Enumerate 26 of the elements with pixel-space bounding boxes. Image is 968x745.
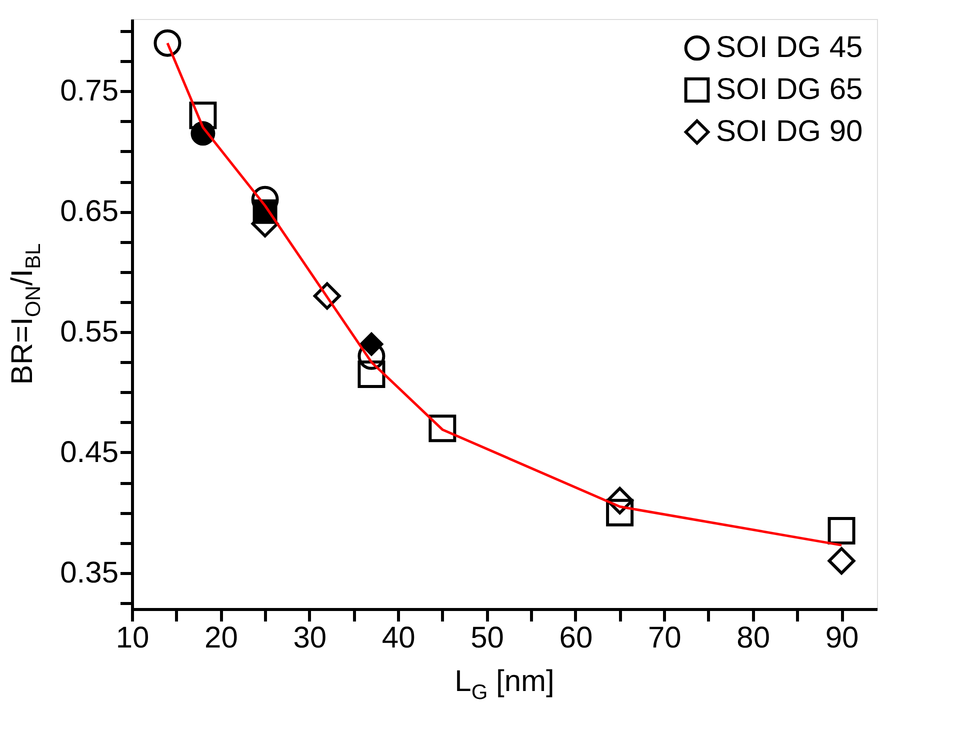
x-tick-label: 70 xyxy=(648,622,682,654)
x-tick-label: 30 xyxy=(293,622,327,654)
point xyxy=(606,498,634,526)
point xyxy=(828,547,856,575)
y-axis-title: BR=ION/IBL xyxy=(6,243,45,385)
point xyxy=(154,29,182,57)
x-tick-label: 40 xyxy=(382,622,416,654)
y-tick-label: 0.65 xyxy=(60,195,118,228)
x-tick-label: 50 xyxy=(470,622,504,654)
y-tick-label: 0.35 xyxy=(60,556,118,590)
x-tick-label: 20 xyxy=(204,622,238,654)
y-tick-label: 0.55 xyxy=(60,316,118,349)
x-tick-label: 60 xyxy=(559,622,593,654)
point xyxy=(313,282,341,310)
point xyxy=(428,414,456,442)
point xyxy=(359,332,384,356)
x-tick-label: 90 xyxy=(825,622,859,654)
point xyxy=(358,360,386,388)
y-tick-label: 0.75 xyxy=(60,74,118,108)
legend-label: SOI DG 65 xyxy=(716,73,863,106)
y-tick-label: 0.45 xyxy=(60,436,118,469)
x-tick-label: 10 xyxy=(116,622,150,654)
x-tick-label: 80 xyxy=(736,622,770,654)
point xyxy=(828,516,856,544)
legend-label: SOI DG 90 xyxy=(716,115,863,148)
legend-label: SOI DG 45 xyxy=(716,31,863,64)
